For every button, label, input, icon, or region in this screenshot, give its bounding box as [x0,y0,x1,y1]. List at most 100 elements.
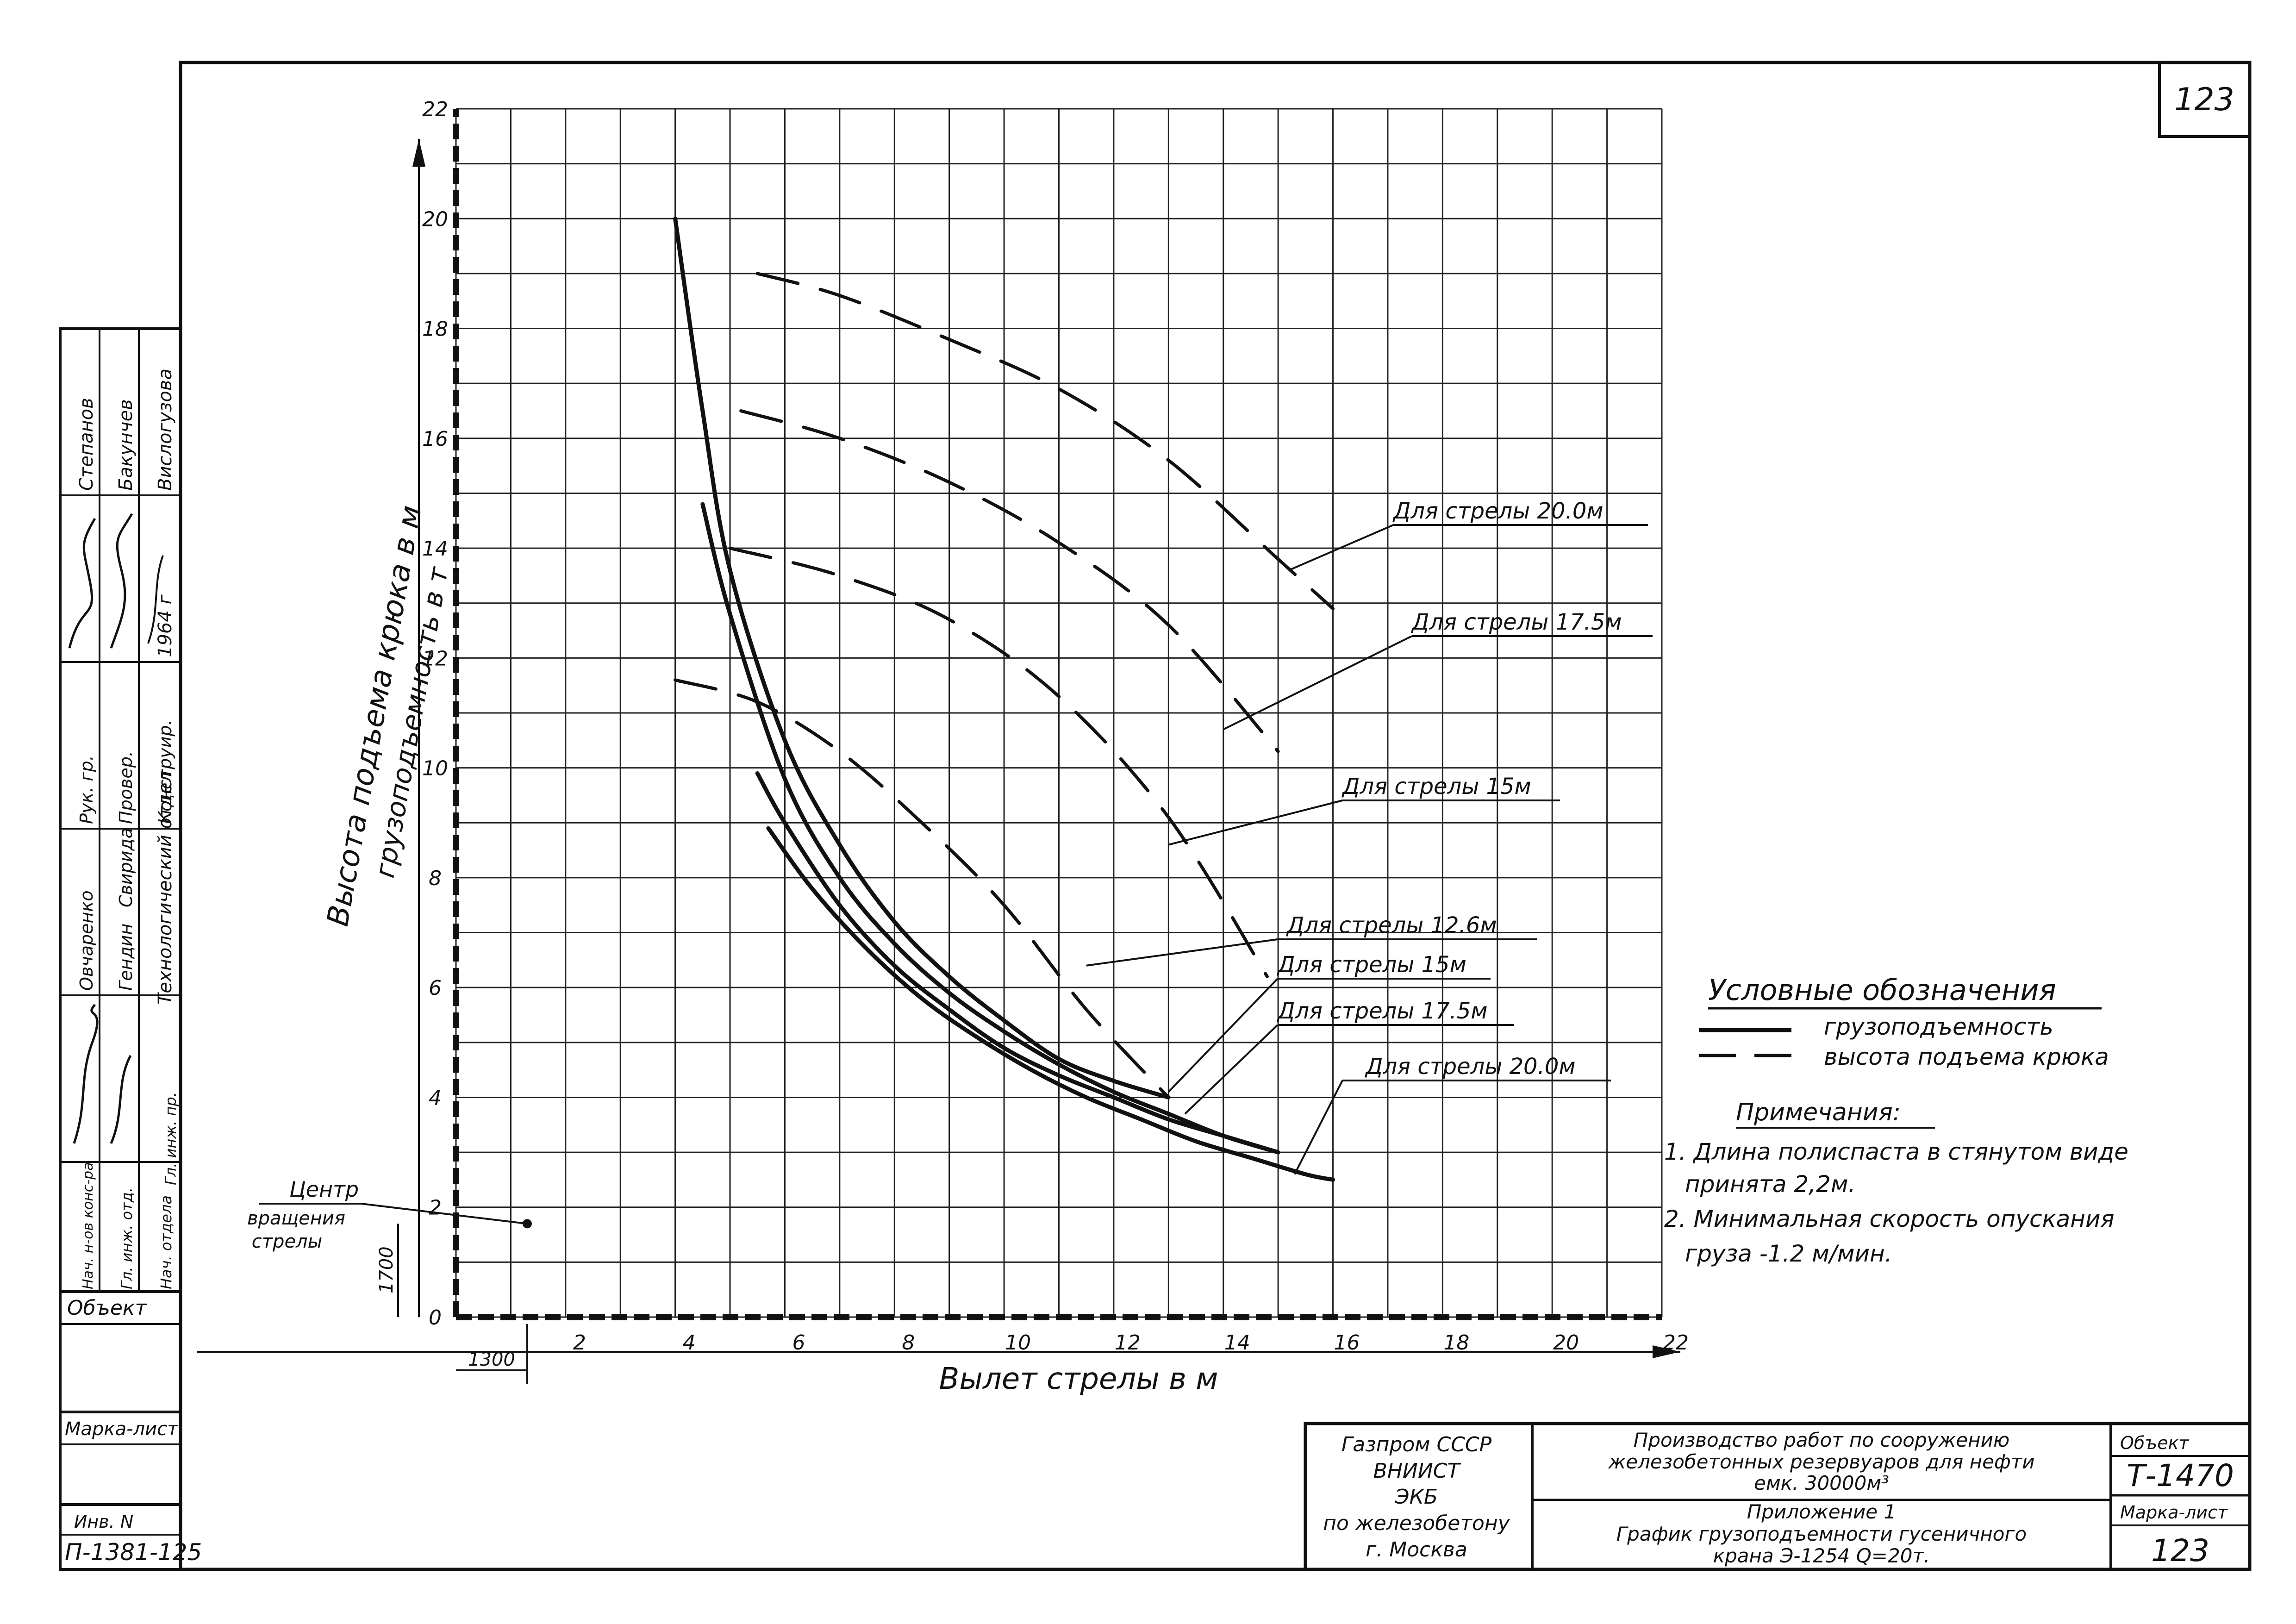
notes-title: Примечания: [1736,1099,1901,1126]
note-line-2: принята 2,2м. [1685,1171,1855,1198]
y-tick-label: 2 [429,1196,442,1220]
series-callout-label: Для стрелы 17.5м [1411,609,1622,635]
x-tick-label: 6 [792,1331,805,1355]
x-tick-label: 22 [1663,1331,1689,1355]
side-role-4: Нач. отдела [157,1195,175,1289]
hook-height-series-line [755,272,1335,611]
dim-x-label: 1300 [468,1349,515,1370]
callout-leader [1289,524,1394,571]
org-line-5: г. Москва [1366,1538,1467,1562]
drawing-subtitle-1: График грузоподъемности гусеничного [1616,1523,2027,1545]
org-line-1: Газпром СССР [1341,1433,1492,1456]
side-dept: Технологический отдел [155,771,176,1005]
rotation-center-label: вращения [247,1208,345,1229]
side-name-2: Бакунчев [115,399,137,491]
side-year: 1964 г [155,594,176,657]
object-value: Т-1470 [2127,1458,2234,1493]
y-tick-label: 20 [422,207,448,231]
x-axis-label: Вылет стрелы в м [939,1362,1218,1396]
project-title-2: железобетонных резервуаров для нефти [1608,1450,2034,1473]
object-label: Объект [2120,1433,2190,1453]
side-inv-value: П-1381-125 [65,1539,202,1566]
side-name-5: Свирида [116,828,136,907]
rotation-center-label: стрелы [252,1231,322,1252]
x-tick-label: 16 [1334,1331,1360,1355]
y-tick-label: 8 [429,867,442,890]
callout-leader [1184,1024,1279,1115]
side-name-1: Степанов [76,398,97,491]
side-role-last: Гл. инж. пр. [162,1092,180,1185]
capacity-chart: 2 4 6 8 10 12 14 16 18 20 22 0 2 4 6 8 10 12 14 16 18 20 22 Выл… [197,98,1689,1396]
notes: Примечания: 1. Длина полиспаста в стянут… [1664,1099,2128,1267]
y-axis-label-group: Высота подъема крюка в мгрузоподъемность… [321,503,455,929]
callout-leader [1168,800,1343,846]
callout-leader [1293,1080,1343,1175]
legend-solid-label: грузоподъемность [1824,1013,2053,1040]
legend: Условные обозначения грузоподъемность вы… [1699,973,2109,1070]
x-tick-label: 4 [683,1331,696,1355]
org-line-2: ВНИИСТ [1373,1459,1461,1483]
series-callout-label: Для стрелы 20.0м [1365,1054,1576,1080]
hook-height-series-line [674,678,1170,1099]
series-callout-label: Для стрелы 17.5м [1277,998,1488,1024]
side-role-3: Конструир. [155,719,175,824]
side-inv-label: Инв. N [74,1512,133,1532]
side-mark-label: Марка-лист [65,1418,179,1440]
note-line-3: 2. Минимальная скорость опускания [1664,1206,2115,1232]
side-role-5: Гл. инж. отд. [118,1187,136,1289]
signature-2 [110,513,133,649]
sheet-frame [179,61,2252,1571]
y-tick-label: 18 [422,318,448,341]
series-callout-label: Для стрелы 12.6м [1286,912,1497,938]
capacity-series-line [700,502,1280,1155]
mark-label: Марка-лист [2120,1502,2228,1523]
title-block: Газпром СССР ВНИИСТ ЭКБ по железобетону … [1304,1422,2252,1571]
y-tick-label: 14 [422,537,448,561]
y-tick-label: 6 [429,976,442,1000]
y-tick-label: 22 [422,98,448,121]
rotation-center-label: Центр [289,1177,359,1202]
x-tick-label: 20 [1553,1331,1579,1355]
y-tick-label: 0 [429,1306,442,1330]
callout-leader [1086,938,1278,967]
rotation-center-leader [259,1203,528,1225]
note-line-4: груза -1.2 м/мин. [1685,1240,1892,1267]
y-arrow-icon [412,139,425,167]
side-role-6: Нач. н-ов конс-ра [80,1162,96,1289]
appendix-label: Приложение 1 [1747,1500,1896,1523]
capacity-series-line [766,826,1335,1182]
note-line-1: 1. Длина полиспаста в стянутом виде [1664,1138,2128,1165]
legend-dashed-label: высота подъема крюка [1824,1043,2109,1070]
side-name-3: Вислогузова [155,369,176,491]
hook-height-series-line [728,546,1269,978]
capacity-series-line [673,216,1171,1099]
side-role-1: Рук. гр. [76,755,97,824]
callout-leader [1223,635,1412,731]
x-tick-label: 10 [1005,1331,1031,1355]
mark-value: 123 [2151,1533,2209,1568]
x-tick-label: 14 [1224,1331,1250,1355]
org-line-4: по железобетону [1323,1512,1510,1535]
signature-1 [68,518,96,649]
signature-3 [147,555,164,644]
dim-y-label: 1700 [376,1246,397,1293]
project-title-1: Производство работ по сооружению [1634,1429,2010,1451]
x-tick-label: 2 [573,1331,586,1355]
series-callout-label: Для стрелы 20.0м [1392,498,1603,524]
callout-leader [1167,978,1279,1093]
side-object-label: Объект [67,1296,148,1320]
y-tick-label: 12 [422,647,448,670]
x-arrow-icon [1653,1345,1680,1358]
org-line-3: ЭКБ [1395,1485,1438,1509]
capacity-series-line [755,771,1280,1155]
signature-4 [73,1004,99,1144]
dim-y-group: 1700 [376,1246,397,1293]
legend-title: Условные обозначения [1708,973,2056,1007]
x-tick-label: 8 [902,1331,915,1355]
y-tick-label: 16 [422,427,448,451]
y-tick-label: 4 [429,1086,442,1110]
side-role-2: Провер. [116,751,136,824]
x-tick-label: 18 [1443,1331,1469,1355]
drawing-subtitle-2: крана Э-1254 Q=20т. [1713,1544,1930,1567]
